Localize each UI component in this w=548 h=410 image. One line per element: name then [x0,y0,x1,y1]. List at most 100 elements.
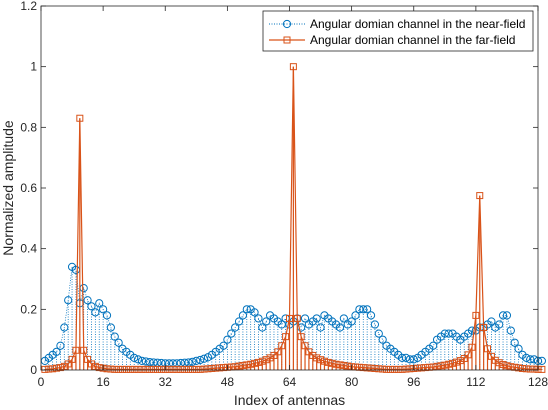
far-field-point [103,365,111,373]
far-field-point [305,348,313,356]
near-field-point [64,296,73,305]
far-field-point [41,365,49,373]
far-field-point [441,361,449,369]
near-field-point [172,359,181,368]
far-field-point [437,362,445,370]
legend-marker-near-field [282,19,292,29]
far-field-point [317,356,325,364]
far-field-point [72,346,80,354]
far-field-point [297,333,305,341]
near-field-point [359,305,368,314]
far-field-point [293,314,301,322]
near-field-point [355,305,364,314]
near-field-point [83,296,92,305]
far-field-point [254,358,262,366]
far-field-point [64,360,72,368]
far-field-point [258,357,266,365]
legend-marker-far-field [283,36,291,44]
far-field-point [518,364,526,372]
near-field-point [277,320,286,329]
near-field-point [56,341,65,350]
far-field-point [181,365,189,373]
far-field-point [386,365,394,373]
far-field-point [68,355,76,363]
far-field-point [216,364,224,372]
legend-entry-far-field: Angular domian channel in the far-field [310,33,515,47]
near-field-point [165,359,174,368]
near-field-point [502,311,512,320]
far-field-point [53,364,61,372]
near-field-point [409,355,418,364]
far-field-point [266,354,274,362]
far-field-point [111,365,119,373]
y-axis-ticks: 0 0.2 0.4 0.6 0.8 1 1.2 [20,0,538,377]
far-field-point [200,365,208,373]
far-field-point [130,365,138,373]
far-field-point [526,365,534,373]
y-axis-label: Normalized amplitude [0,120,16,256]
near-field-point [102,311,112,320]
far-field-point [196,365,204,373]
far-field-point [309,351,317,359]
far-field-point [464,351,472,359]
far-field-point [49,365,57,373]
far-field-point [134,365,142,373]
far-field-point [188,365,196,373]
far-field-point [169,365,177,373]
far-field-point [239,361,247,369]
near-field-point [106,323,115,332]
far-field-point [379,365,387,373]
x-tick-label: 96 [407,375,421,389]
near-field-point [137,356,147,365]
far-field-point [115,365,123,373]
near-field-point [133,355,143,364]
near-field-point [231,323,240,332]
far-field-point [153,365,161,373]
far-field-point [328,359,336,367]
near-field-point [258,323,267,332]
near-field-point [188,357,197,366]
far-field-point [499,361,507,369]
near-field-point [351,311,360,320]
far-field-point [421,364,429,372]
far-field-point [359,364,367,372]
far-field-point [390,365,398,373]
far-field-point [371,364,379,372]
near-field-point [238,311,248,320]
near-field-point [363,305,372,314]
far-field-point [243,361,251,369]
far-field-point [91,362,99,370]
far-field-point [538,365,546,373]
far-field-point [138,365,146,373]
far-field-point [80,346,88,354]
far-field-point [270,351,278,359]
y-tick-label: 0.2 [20,302,37,316]
far-field-point [530,365,538,373]
near-field-point [242,305,251,314]
far-field-point [340,361,348,369]
near-field-point [250,308,259,317]
far-field-point [107,365,115,373]
near-field-point [347,317,356,326]
near-field-point [440,329,449,338]
near-field-point [506,326,515,335]
x-tick-label: 128 [528,375,548,389]
far-field-point [522,365,530,373]
far-field-point [95,364,103,372]
near-field-point [495,320,504,329]
x-tick-label: 0 [38,375,45,389]
y-tick-label: 0 [30,363,37,377]
far-field-point [119,365,127,373]
far-field-point [262,356,270,364]
x-tick-label: 112 [466,375,485,389]
far-field-point [84,355,92,363]
near-field-point [401,353,411,362]
far-field-point [157,365,165,373]
near-field-point [370,320,380,329]
far-field-point [332,360,340,368]
far-field-point [406,365,414,373]
near-field-point [196,355,205,365]
x-axis-ticks: 0 16 32 48 64 80 96 112 128 [38,6,548,389]
near-field-point [522,353,531,362]
